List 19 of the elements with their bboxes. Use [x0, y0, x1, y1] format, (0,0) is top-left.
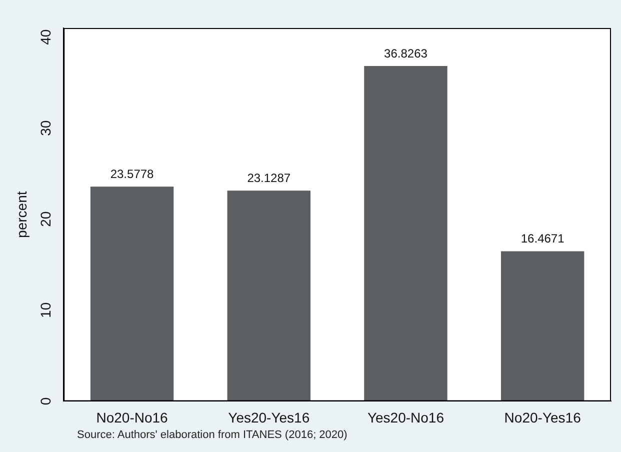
- bar: [500, 251, 584, 402]
- data-label: 36.8263: [384, 46, 428, 60]
- bar: [364, 66, 448, 402]
- y-tick-label: 20: [38, 211, 54, 227]
- x-tick-label: No20-Yes16: [504, 409, 582, 426]
- y-tick-label: 40: [38, 29, 54, 45]
- y-axis-title: percent: [13, 191, 30, 238]
- bar: [90, 186, 174, 402]
- data-label: 23.1287: [247, 170, 291, 185]
- x-tick-label: No20-No16: [96, 409, 168, 426]
- x-tick-label: Yes20-No16: [367, 409, 444, 426]
- x-tick-label: Yes20-Yes16: [228, 409, 310, 426]
- source-note: Source: Authors' elaboration from ITANES (2016; 2020): [77, 429, 348, 441]
- data-label: 16.4671: [520, 232, 565, 246]
- y-tick-label: 10: [38, 302, 54, 318]
- y-tick-label: 0: [38, 397, 54, 406]
- y-tick-label: 30: [38, 120, 54, 136]
- data-label: 23.5778: [110, 166, 154, 181]
- bar: [227, 190, 310, 402]
